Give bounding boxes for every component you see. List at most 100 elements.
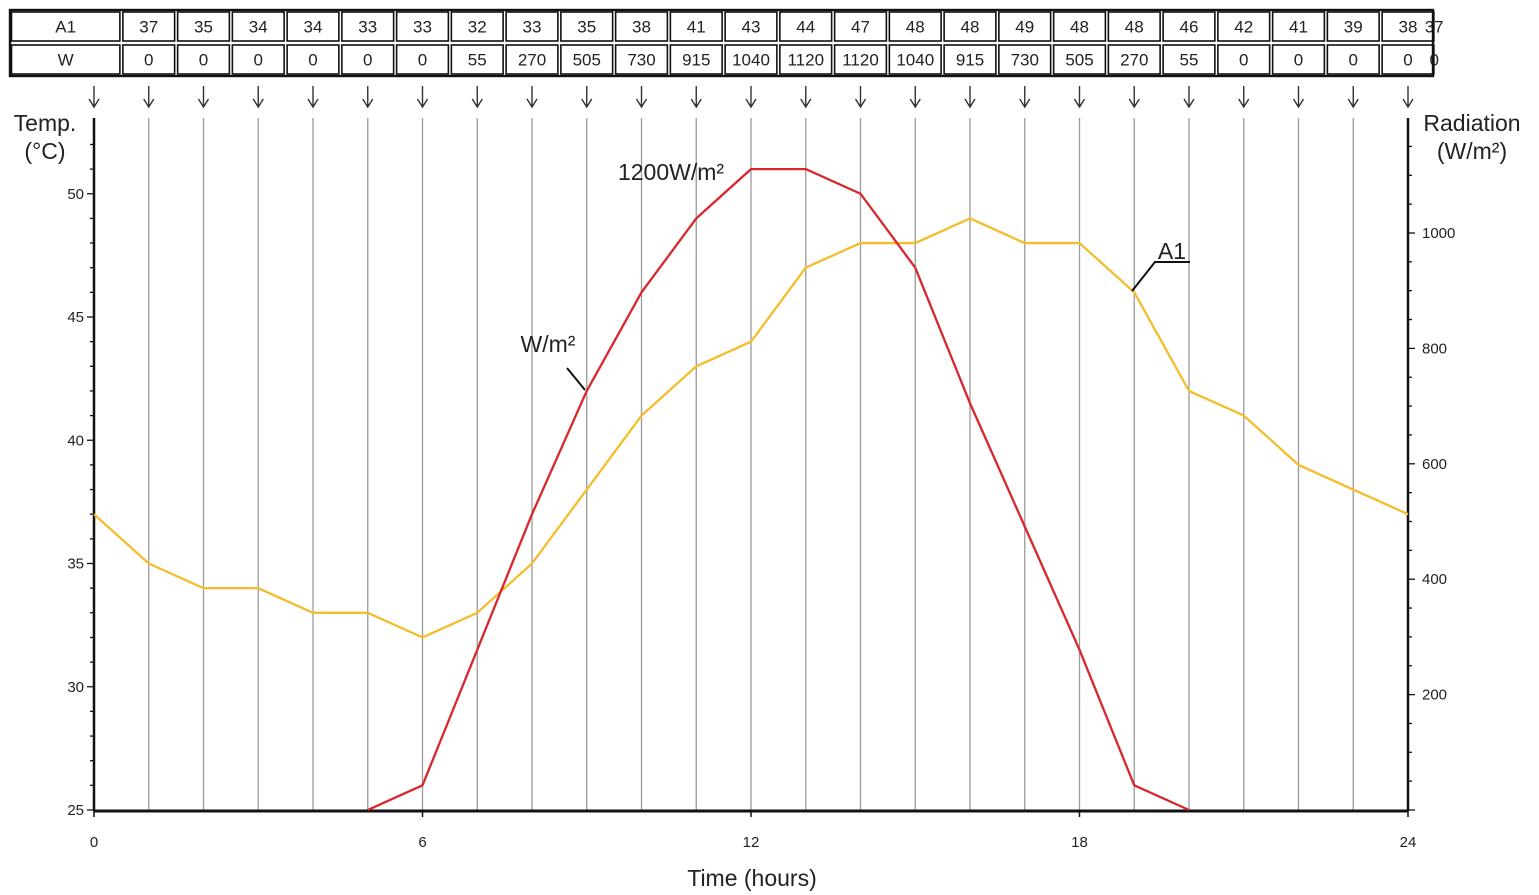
table-value-a1-h2: 34 bbox=[249, 18, 268, 37]
table-row-label-w: W bbox=[58, 51, 74, 70]
table-cell-w-19 bbox=[1107, 44, 1161, 75]
table-cell-w-0 bbox=[10, 44, 121, 75]
arrow-h7 bbox=[471, 86, 483, 109]
annotation-wm2: W/m² bbox=[521, 331, 576, 357]
table-cell-a1-20 bbox=[1162, 11, 1216, 42]
table-value-w-h12: 1120 bbox=[787, 51, 824, 70]
table-cell-w-8 bbox=[505, 44, 559, 75]
arrow-h5 bbox=[362, 86, 374, 109]
table-cell-w-10 bbox=[614, 44, 669, 75]
arrow-h13 bbox=[800, 86, 812, 109]
table-cell-a1-0 bbox=[10, 11, 121, 42]
arrow-h21 bbox=[1238, 86, 1250, 109]
table-value-a1-h22: 39 bbox=[1344, 18, 1363, 37]
table-value-w-h8: 505 bbox=[573, 51, 601, 70]
arrow-h10 bbox=[635, 86, 648, 109]
table-cell-a1-16 bbox=[943, 11, 997, 42]
table-value-w-h2: 0 bbox=[254, 51, 263, 70]
table-outer-border bbox=[8, 8, 1435, 78]
table-value-w-h5: 0 bbox=[418, 51, 427, 70]
left-tick-label-50: 50 bbox=[67, 186, 84, 203]
arrow-h3 bbox=[252, 86, 264, 109]
arrow-h16 bbox=[964, 86, 976, 109]
right-tick-label-200: 200 bbox=[1422, 687, 1447, 704]
left-tick-label-30: 30 bbox=[67, 679, 84, 696]
table-value-a1-h4: 33 bbox=[358, 18, 377, 37]
table-cell-a1-6 bbox=[395, 11, 450, 42]
table-cell-w-21 bbox=[1217, 44, 1271, 75]
table-value-w-h13: 1120 bbox=[842, 51, 879, 70]
table-value-a1-h7: 33 bbox=[523, 18, 542, 37]
table-cell-a1-18 bbox=[1052, 11, 1107, 42]
right-axis-title-line2: (W/m²) bbox=[1437, 138, 1507, 164]
table-cell-a1-4 bbox=[286, 11, 340, 42]
table-value-a1-h18: 48 bbox=[1125, 18, 1144, 37]
x-tick-label-6: 6 bbox=[418, 834, 426, 851]
annotation-a1-leader bbox=[1131, 261, 1190, 292]
arrow-h4 bbox=[307, 86, 319, 109]
table-cell-a1-13 bbox=[779, 11, 833, 42]
table-cell-w-23 bbox=[1326, 44, 1380, 75]
arrow-h19 bbox=[1128, 86, 1140, 109]
table-value-a1-h23: 38 bbox=[1399, 18, 1418, 37]
table-cell-w-13 bbox=[779, 44, 833, 75]
table-value-w-h20: 0 bbox=[1239, 51, 1248, 70]
table-cell-a1-12 bbox=[724, 11, 778, 42]
table-value-w-h21: 0 bbox=[1294, 51, 1303, 70]
x-axis-title: Time (hours) bbox=[687, 865, 817, 891]
table-cell-w-17 bbox=[998, 44, 1052, 75]
table-cell-w-20 bbox=[1162, 44, 1216, 75]
table-cell-a1-2 bbox=[176, 11, 231, 42]
table-value-a1-h20: 42 bbox=[1234, 18, 1253, 37]
table-cell-a1-10 bbox=[614, 11, 669, 42]
table-cell-w-2 bbox=[176, 44, 231, 75]
hour-arrows bbox=[88, 86, 1414, 109]
table-cell-w-1 bbox=[122, 44, 176, 75]
table-value-a1-h8: 35 bbox=[577, 18, 596, 37]
x-tick-label-0: 0 bbox=[90, 834, 98, 851]
table-value-a1-h13: 47 bbox=[851, 18, 870, 37]
arrow-h23 bbox=[1347, 86, 1359, 109]
table-cell-a1-14 bbox=[833, 11, 888, 42]
right-tick-label-1000: 1000 bbox=[1422, 225, 1455, 242]
table-cell-w-16 bbox=[943, 44, 997, 75]
right-tick-label-600: 600 bbox=[1422, 456, 1447, 473]
arrow-h1 bbox=[143, 86, 155, 109]
table-value-a1-h9: 38 bbox=[632, 18, 651, 37]
table-cell-w-9 bbox=[560, 44, 614, 75]
table-cell-w-11 bbox=[669, 44, 723, 75]
arrow-h2 bbox=[197, 86, 210, 109]
right-tick-label-400: 400 bbox=[1422, 571, 1447, 588]
table-value-a1-h1: 35 bbox=[194, 18, 213, 37]
table-value-w-h9: 730 bbox=[627, 51, 655, 70]
table-value-w-h7: 270 bbox=[518, 51, 546, 70]
arrow-h17 bbox=[1019, 86, 1031, 109]
hour-gridlines bbox=[148, 118, 1354, 810]
table-cell-w-7 bbox=[450, 44, 504, 75]
table-value-a1-h21: 41 bbox=[1289, 18, 1308, 37]
annotation-a1: A1 bbox=[1158, 238, 1186, 264]
table-cell-w-15 bbox=[888, 44, 942, 75]
table-value-w-h22: 0 bbox=[1349, 51, 1358, 70]
table-value-w-h23: 0 bbox=[1403, 51, 1412, 70]
table-value-a1-h17: 48 bbox=[1070, 18, 1089, 37]
table-cell-w-12 bbox=[724, 44, 778, 75]
annotation-peak-radiation: 1200W/m² bbox=[618, 159, 724, 185]
table-value-w-h1: 0 bbox=[199, 51, 208, 70]
table-cell-a1-22 bbox=[1271, 11, 1326, 42]
table-cell-a1-1 bbox=[122, 11, 176, 42]
data-table: A1 37 35 34 34 33 33 32 33 35 38 41 43 44 47 48 48 49 48 48… bbox=[8, 8, 1444, 78]
left-axis-title-line1: Temp. bbox=[14, 110, 77, 136]
left-axis-title-line2: (°C) bbox=[24, 138, 65, 164]
x-tick-label-18: 18 bbox=[1071, 834, 1088, 851]
axes: 25 30 35 40 45 50 200 400 600 800 1000 0 6 12 18 24 bbox=[67, 118, 1455, 851]
table-value-w-h19: 55 bbox=[1180, 51, 1199, 70]
table-value-a1-h11: 43 bbox=[742, 18, 761, 37]
left-tick-label-35: 35 bbox=[67, 556, 84, 573]
table-cell-a1-15 bbox=[888, 11, 942, 42]
x-tick-label-24: 24 bbox=[1400, 834, 1417, 851]
table-value-w-h15: 915 bbox=[956, 51, 984, 70]
table-cell-a1-9 bbox=[560, 11, 614, 42]
table-value-w-h0: 0 bbox=[144, 51, 153, 70]
